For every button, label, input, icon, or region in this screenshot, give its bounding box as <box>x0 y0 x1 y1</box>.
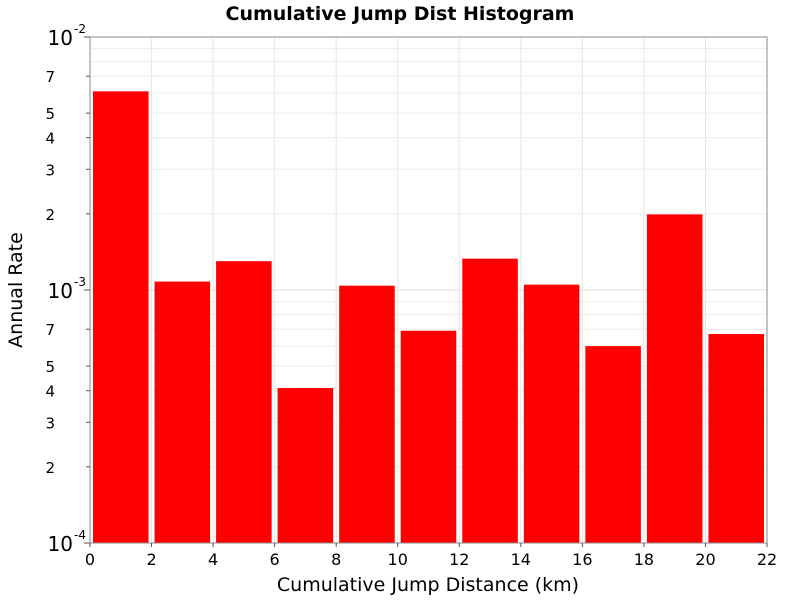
bars <box>93 91 764 543</box>
y-minor-tick-label: 3 <box>45 414 55 432</box>
y-minor-tick-label: 7 <box>45 321 55 339</box>
y-major-tick-base: 10 <box>48 279 73 303</box>
x-tick-label: 16 <box>572 550 592 569</box>
y-major-tick-exponent: -2 <box>74 22 86 36</box>
y-minor-tick-label: 7 <box>45 68 55 86</box>
x-tick-label: 22 <box>757 550 777 569</box>
y-minor-tick-label: 5 <box>45 358 55 376</box>
y-minor-tick-label: 4 <box>45 383 55 401</box>
x-tick-label: 2 <box>146 550 156 569</box>
y-minor-tick-label: 2 <box>45 206 55 224</box>
y-major-tick-base: 10 <box>48 532 73 556</box>
histogram-bar <box>277 387 334 543</box>
y-minor-tick-label: 2 <box>45 459 55 477</box>
x-tick-label: 6 <box>270 550 280 569</box>
y-axis-label: Annual Rate <box>5 232 27 348</box>
chart-title: Cumulative Jump Dist Histogram <box>226 3 575 25</box>
histogram-bar <box>216 261 272 543</box>
x-tick-label: 12 <box>449 550 469 569</box>
histogram-bar <box>708 334 764 543</box>
histogram-bar <box>523 284 580 543</box>
y-major-tick-base: 10 <box>48 26 73 50</box>
x-tick-label: 8 <box>331 550 341 569</box>
x-tick-label: 18 <box>634 550 654 569</box>
histogram-bar <box>462 258 518 543</box>
histogram-bar <box>585 346 641 543</box>
x-tick-label: 10 <box>388 550 408 569</box>
histogram-bar <box>646 214 703 543</box>
y-minor-tick-label: 5 <box>45 105 55 123</box>
x-tick-label: 20 <box>695 550 715 569</box>
histogram-bar <box>93 91 149 543</box>
x-tick-label: 0 <box>85 550 95 569</box>
x-axis-label: Cumulative Jump Distance (km) <box>277 574 579 596</box>
y-major-tick-exponent: -3 <box>74 275 86 289</box>
histogram-bar <box>339 285 395 543</box>
histogram-bar <box>154 281 211 543</box>
histogram-bar <box>400 330 457 543</box>
x-tick-label: 14 <box>511 550 531 569</box>
y-minor-tick-label: 4 <box>45 130 55 148</box>
y-major-tick-exponent: -4 <box>74 528 86 542</box>
y-minor-tick-label: 3 <box>45 161 55 179</box>
x-tick-label: 4 <box>208 550 218 569</box>
